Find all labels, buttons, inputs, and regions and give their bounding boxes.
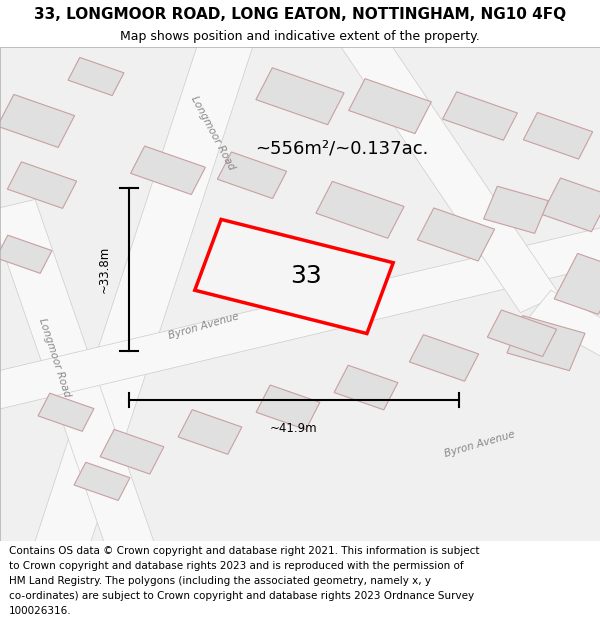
Text: Longmoor Road: Longmoor Road [189, 94, 237, 172]
Text: Map shows position and indicative extent of the property.: Map shows position and indicative extent… [120, 30, 480, 43]
Polygon shape [0, 94, 74, 148]
Polygon shape [38, 393, 94, 431]
Text: ~41.9m: ~41.9m [270, 422, 318, 435]
Polygon shape [0, 235, 52, 273]
Polygon shape [418, 208, 494, 261]
Polygon shape [34, 31, 254, 556]
Polygon shape [195, 219, 393, 334]
Polygon shape [340, 28, 560, 312]
Text: 100026316.: 100026316. [9, 606, 71, 616]
Polygon shape [542, 178, 600, 232]
Polygon shape [256, 385, 320, 429]
Polygon shape [334, 365, 398, 410]
Text: ~33.8m: ~33.8m [98, 246, 111, 292]
Text: Byron Avenue: Byron Avenue [167, 311, 241, 341]
Polygon shape [0, 227, 600, 410]
Text: Longmoor Road: Longmoor Road [37, 318, 71, 399]
Text: 33: 33 [290, 264, 322, 289]
Polygon shape [100, 429, 164, 474]
Polygon shape [0, 199, 155, 556]
Text: to Crown copyright and database rights 2023 and is reproduced with the permissio: to Crown copyright and database rights 2… [9, 561, 464, 571]
Polygon shape [554, 253, 600, 314]
Polygon shape [523, 112, 593, 159]
Polygon shape [409, 334, 479, 381]
Text: HM Land Registry. The polygons (including the associated geometry, namely x, y: HM Land Registry. The polygons (includin… [9, 576, 431, 586]
Polygon shape [484, 186, 548, 233]
Text: 33, LONGMOOR ROAD, LONG EATON, NOTTINGHAM, NG10 4FQ: 33, LONGMOOR ROAD, LONG EATON, NOTTINGHA… [34, 6, 566, 21]
Polygon shape [178, 409, 242, 454]
Text: co-ordinates) are subject to Crown copyright and database rights 2023 Ordnance S: co-ordinates) are subject to Crown copyr… [9, 591, 474, 601]
Polygon shape [349, 79, 431, 134]
Polygon shape [507, 316, 585, 371]
Polygon shape [316, 181, 404, 238]
Polygon shape [443, 92, 517, 140]
Text: ~556m²/~0.137ac.: ~556m²/~0.137ac. [256, 139, 428, 157]
Polygon shape [74, 462, 130, 501]
Polygon shape [68, 58, 124, 96]
Text: Contains OS data © Crown copyright and database right 2021. This information is : Contains OS data © Crown copyright and d… [9, 546, 479, 556]
Polygon shape [217, 152, 287, 199]
Polygon shape [7, 162, 77, 208]
Polygon shape [131, 146, 205, 194]
Polygon shape [529, 290, 600, 356]
Text: Byron Avenue: Byron Avenue [443, 429, 517, 459]
Polygon shape [487, 310, 557, 356]
Polygon shape [256, 68, 344, 125]
